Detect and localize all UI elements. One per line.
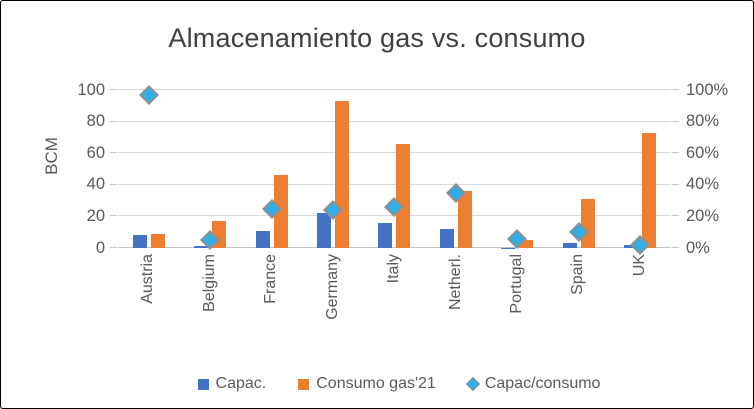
y-axis-left-ticks: 0 20 40 60 80 100 bbox=[41, 81, 105, 257]
bar-consumo-gas-21 bbox=[457, 191, 472, 248]
bar-consumo-gas-21 bbox=[150, 233, 165, 248]
y-tick-label-left: 60 bbox=[86, 143, 105, 162]
bar-capac bbox=[255, 230, 270, 248]
x-axis-line bbox=[118, 247, 671, 248]
y-tick-label-left: 100 bbox=[77, 80, 105, 99]
gridline bbox=[118, 120, 671, 122]
bar-capac bbox=[194, 246, 209, 248]
x-axis-label-belgium: Belgium bbox=[200, 254, 218, 312]
tick-mark-left bbox=[110, 89, 117, 90]
y-tick-label-left: 80 bbox=[86, 112, 105, 131]
x-axis-label-netherl: Netherl. bbox=[446, 254, 464, 311]
bar-consumo-gas-21 bbox=[396, 143, 411, 248]
gridline bbox=[118, 183, 671, 185]
bar-consumo-gas-21 bbox=[580, 199, 595, 248]
bar-consumo-gas-21 bbox=[273, 175, 288, 248]
category-group-uk bbox=[610, 90, 671, 255]
legend-label: Consumo gas'21 bbox=[316, 375, 436, 392]
category-group-germany bbox=[302, 90, 363, 248]
tick-mark-right bbox=[672, 215, 679, 217]
legend-label: Capac/consumo bbox=[484, 375, 601, 392]
bar-capac bbox=[378, 222, 393, 248]
x-axis-label-italy: Italy bbox=[385, 254, 403, 284]
tick-mark-left bbox=[110, 247, 117, 248]
category-group-france bbox=[241, 90, 302, 248]
legend-square-icon bbox=[197, 378, 209, 390]
bar-capac bbox=[439, 229, 454, 248]
x-axis-label-portugal: Portugal bbox=[507, 254, 525, 314]
category-group-austria bbox=[118, 84, 179, 248]
y-tick-label-right: 40% bbox=[686, 175, 720, 194]
y-tick-label-right: 80% bbox=[686, 112, 720, 131]
plot-area bbox=[110, 84, 679, 255]
tick-mark-left bbox=[110, 152, 117, 154]
x-axis-labels: Austria Belgium France Germany Italy Netherl.… bbox=[118, 254, 671, 346]
legend-item-capac-consumo: Capac/consumo bbox=[465, 375, 601, 393]
legend-square-icon bbox=[298, 378, 310, 390]
bar-capac bbox=[132, 235, 147, 248]
legend: Capac. Consumo gas'21 Capac/consumo bbox=[1, 375, 753, 393]
legend-item-capac: Capac. bbox=[197, 375, 267, 393]
bar-consumo-gas-21 bbox=[519, 240, 534, 248]
bar-pair bbox=[317, 101, 350, 248]
y-axis-right-ticks: 0% 20% 40% 60% 80% 100% bbox=[686, 81, 750, 257]
bar-capac bbox=[562, 243, 577, 248]
bar-pair bbox=[624, 132, 657, 248]
x-label-cell: Germany bbox=[302, 254, 363, 346]
x-label-cell: Austria bbox=[118, 254, 179, 346]
bar-consumo-gas-21 bbox=[642, 132, 657, 248]
x-axis-label-austria: Austria bbox=[139, 254, 157, 304]
category-group-portugal bbox=[487, 90, 548, 249]
bar-pair bbox=[378, 143, 411, 248]
y-tick-label-right: 100% bbox=[686, 80, 729, 99]
legend-diamond-icon bbox=[465, 376, 480, 392]
marker-capac-consumo bbox=[138, 84, 159, 105]
legend-item-consumo-gas-21: Consumo gas'21 bbox=[298, 375, 436, 393]
x-axis-label-uk: UK bbox=[630, 254, 648, 277]
chart-title: Almacenamiento gas vs. consumo bbox=[168, 23, 586, 53]
tick-mark-right bbox=[672, 183, 679, 185]
x-axis-label-spain: Spain bbox=[569, 254, 587, 295]
x-axis-label-france: France bbox=[262, 254, 280, 304]
bar-pair bbox=[501, 240, 534, 248]
tick-mark-right bbox=[672, 152, 679, 154]
x-label-cell: UK bbox=[610, 254, 671, 346]
x-label-cell: Spain bbox=[548, 254, 609, 346]
legend-label: Capac. bbox=[215, 375, 267, 392]
tick-mark-right bbox=[672, 120, 679, 122]
bar-pair bbox=[439, 191, 472, 248]
y-tick-label-left: 40 bbox=[86, 175, 105, 194]
bar-pair bbox=[255, 175, 288, 248]
x-axis-label-germany: Germany bbox=[323, 254, 341, 320]
category-group-netherl bbox=[425, 90, 486, 248]
gridline bbox=[118, 152, 671, 154]
category-group-spain bbox=[548, 90, 609, 248]
tick-mark-right bbox=[672, 89, 679, 90]
category-group-belgium bbox=[179, 90, 240, 251]
y-tick-label-left: 20 bbox=[86, 206, 105, 225]
x-label-cell: Netherl. bbox=[425, 254, 486, 346]
bar-capac bbox=[317, 213, 332, 248]
category-group-italy bbox=[364, 90, 425, 248]
y-tick-label-right: 0% bbox=[686, 238, 710, 257]
x-label-cell: Portugal bbox=[487, 254, 548, 346]
tick-mark-right bbox=[672, 247, 679, 248]
y-tick-label-right: 60% bbox=[686, 143, 720, 162]
bar-pair bbox=[132, 233, 165, 248]
tick-mark-left bbox=[110, 215, 117, 217]
x-label-cell: Italy bbox=[364, 254, 425, 346]
tick-mark-left bbox=[110, 120, 117, 122]
x-label-cell: Belgium bbox=[179, 254, 240, 346]
y-tick-label-left: 0 bbox=[95, 238, 105, 257]
bar-consumo-gas-21 bbox=[335, 101, 350, 248]
y-tick-label-right: 20% bbox=[686, 206, 720, 225]
gridline bbox=[118, 89, 671, 90]
tick-mark-left bbox=[110, 183, 117, 185]
x-label-cell: France bbox=[241, 254, 302, 346]
